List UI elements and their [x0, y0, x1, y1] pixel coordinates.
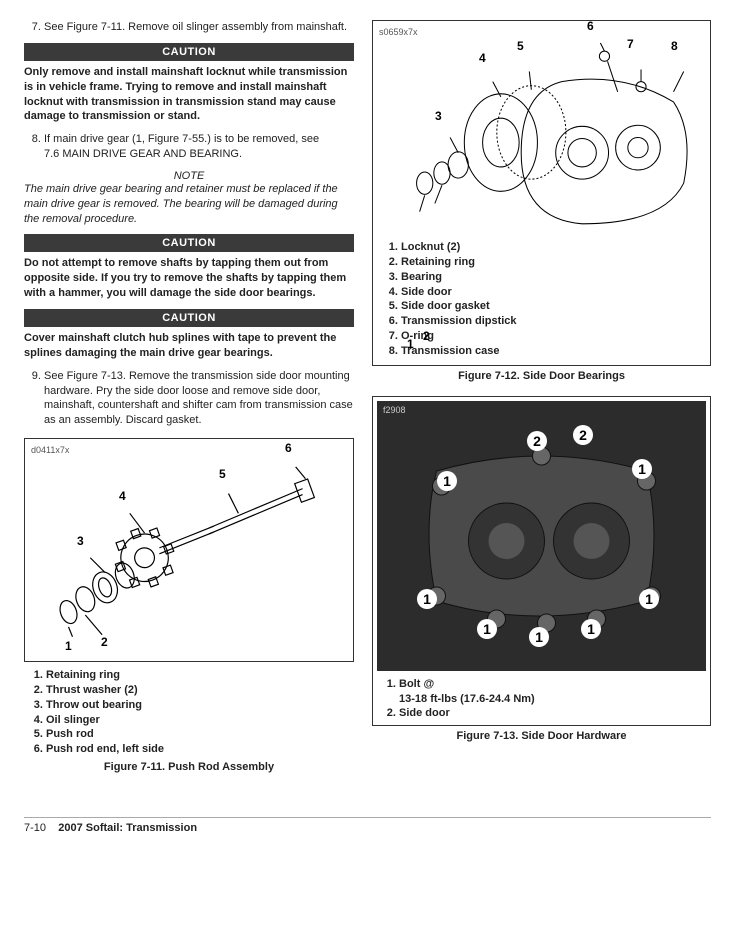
- fig711-part-2: Thrust washer (2): [46, 683, 354, 698]
- figure-7-11-id: d0411x7x: [31, 445, 347, 455]
- figure-7-13-parts: Bolt @ 13-18 ft-lbs (17.6-24.4 Nm) Side …: [377, 677, 706, 722]
- page-footer: 7-10 2007 Softail: Transmission: [24, 817, 711, 834]
- c712-8: 8: [671, 39, 678, 53]
- two-column-layout: See Figure 7-11. Remove oil slinger asse…: [24, 20, 711, 787]
- left-column: See Figure 7-11. Remove oil slinger asse…: [24, 20, 354, 787]
- fig713-part-1: Bolt @ 13-18 ft-lbs (17.6-24.4 Nm): [399, 677, 706, 707]
- c712-6: 6: [587, 19, 594, 33]
- callout-6: 6: [285, 441, 292, 455]
- c713-b1: 1: [437, 471, 457, 491]
- figure-7-13-frame: f2908: [372, 396, 711, 727]
- caution-text-2: Do not attempt to remove shafts by tappi…: [24, 256, 354, 301]
- callout-1: 1: [65, 639, 72, 653]
- procedure-list-cont2: See Figure 7-13. Remove the transmission…: [24, 369, 354, 428]
- c713-b4: 1: [477, 619, 497, 639]
- fig712-part-8: Transmission case: [401, 344, 704, 359]
- step-9: See Figure 7-13. Remove the transmission…: [44, 369, 354, 428]
- callout-5: 5: [219, 467, 226, 481]
- fig711-part-6: Push rod end, left side: [46, 742, 354, 757]
- c712-4: 4: [479, 51, 486, 65]
- c712-3: 3: [435, 109, 442, 123]
- fig712-part-6: Transmission dipstick: [401, 314, 704, 329]
- callout-2: 2: [101, 635, 108, 649]
- fig711-part-3: Throw out bearing: [46, 698, 354, 713]
- fig712-part-2: Retaining ring: [401, 255, 704, 270]
- figure-7-12-svg: [379, 41, 704, 234]
- fig711-part-4: Oil slinger: [46, 713, 354, 728]
- fig712-part-3: Bearing: [401, 270, 704, 285]
- step-7: See Figure 7-11. Remove oil slinger asse…: [44, 20, 354, 35]
- fig711-part-5: Push rod: [46, 727, 354, 742]
- figure-7-13-id: f2908: [383, 405, 406, 415]
- step-8-line2: 7.6 MAIN DRIVE GEAR AND BEARING.: [44, 148, 242, 160]
- c712-5: 5: [517, 39, 524, 53]
- note-label: NOTE: [24, 170, 354, 182]
- c713-b2: 1: [632, 459, 652, 479]
- step-8-line1: If main drive gear (1, Figure 7-55.) is …: [44, 133, 319, 145]
- footer-title: 2007 Softail: Transmission: [58, 822, 197, 834]
- c713-b7: 1: [639, 589, 659, 609]
- fig713-part-2: Side door: [399, 706, 706, 721]
- c713-d2: 2: [527, 431, 547, 451]
- fig712-part-4: Side door: [401, 285, 704, 300]
- figure-7-13-photo: f2908: [377, 401, 706, 671]
- c712-1: 1: [407, 337, 414, 351]
- caution-text-3: Cover mainshaft clutch hub splines with …: [24, 331, 354, 361]
- figure-7-13-caption: Figure 7-13. Side Door Hardware: [372, 730, 711, 742]
- figure-7-12-id: s0659x7x: [379, 27, 704, 37]
- fig712-part-1: Locknut (2): [401, 240, 704, 255]
- page-number: 7-10: [24, 822, 46, 834]
- fig711-part-1: Retaining ring: [46, 668, 354, 683]
- c712-7: 7: [627, 37, 634, 51]
- figure-7-11-frame: d0411x7x: [24, 438, 354, 662]
- right-column: s0659x7x: [372, 20, 711, 787]
- figure-7-12-frame: s0659x7x: [372, 20, 711, 366]
- figure-7-11-parts: Retaining ring Thrust washer (2) Throw o…: [24, 668, 354, 757]
- fig712-part-5: Side door gasket: [401, 299, 704, 314]
- c713-d2b: 2: [573, 425, 593, 445]
- callout-4: 4: [119, 489, 126, 503]
- c713-b6: 1: [581, 619, 601, 639]
- caution-bar-1: CAUTION: [24, 43, 354, 61]
- caution-text-1: Only remove and install mainshaft locknu…: [24, 65, 354, 124]
- figure-7-11-svg: [31, 459, 347, 647]
- procedure-list: See Figure 7-11. Remove oil slinger asse…: [24, 20, 354, 35]
- step-8: If main drive gear (1, Figure 7-55.) is …: [44, 132, 354, 162]
- caution-bar-3: CAUTION: [24, 309, 354, 327]
- callout-3: 3: [77, 534, 84, 548]
- figure-7-11-caption: Figure 7-11. Push Rod Assembly: [24, 761, 354, 773]
- c713-b5: 1: [529, 627, 549, 647]
- note-text-1: The main drive gear bearing and retainer…: [24, 182, 354, 227]
- caution-bar-2: CAUTION: [24, 234, 354, 252]
- c713-b3: 1: [417, 589, 437, 609]
- c712-2: 2: [423, 329, 430, 343]
- fig712-part-7: O-ring: [401, 329, 704, 344]
- figure-7-12-caption: Figure 7-12. Side Door Bearings: [372, 370, 711, 382]
- procedure-list-cont: If main drive gear (1, Figure 7-55.) is …: [24, 132, 354, 162]
